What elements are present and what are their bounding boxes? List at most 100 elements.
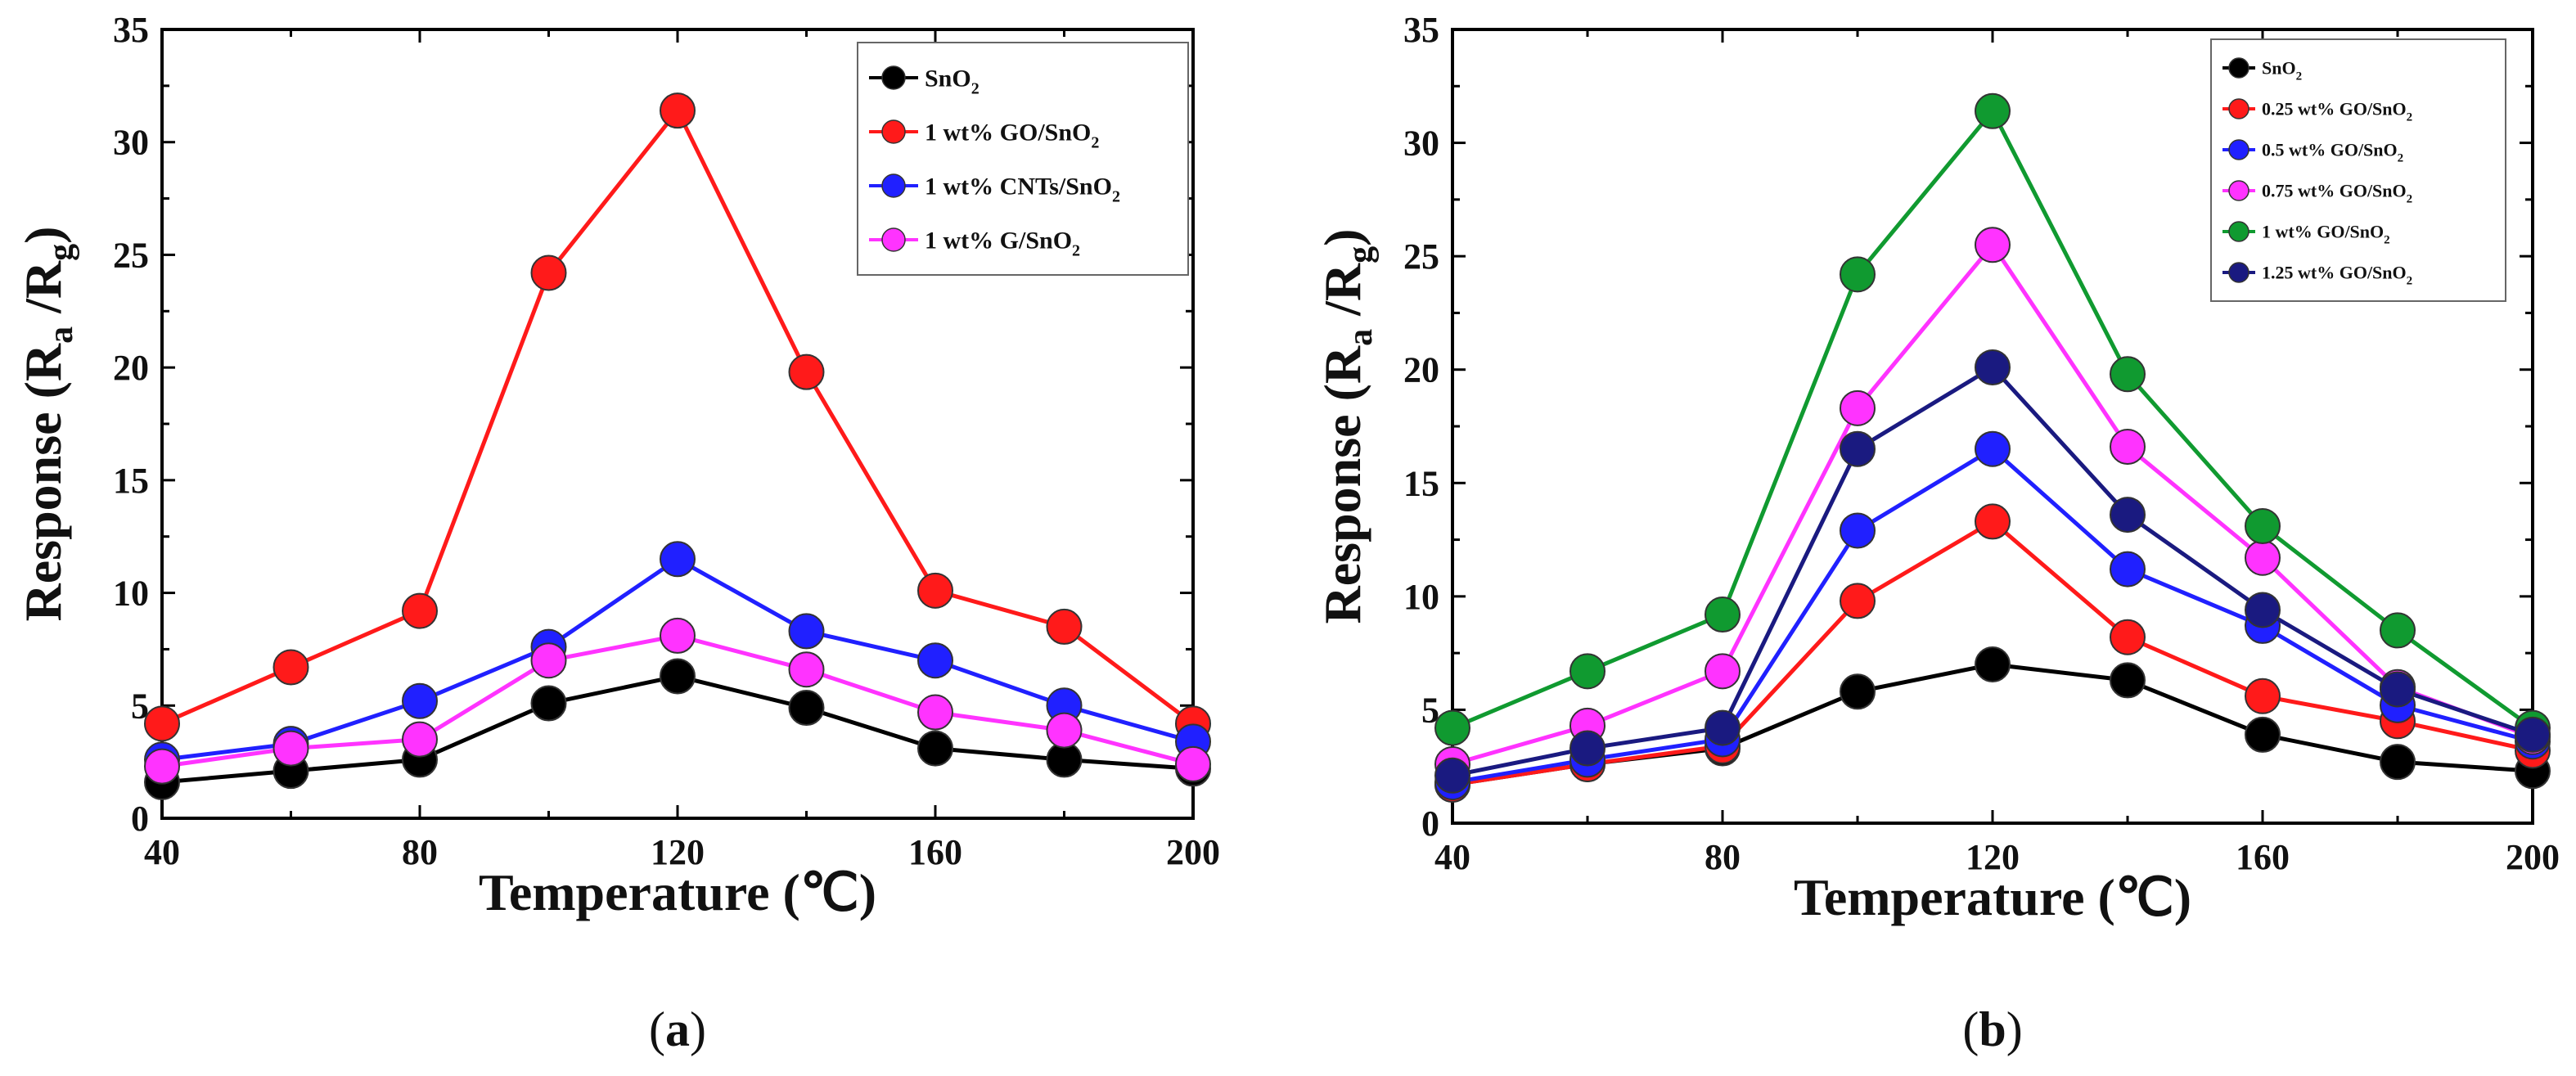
y-axis-title-subscript: g xyxy=(1342,246,1380,263)
y-tick-label: 35 xyxy=(113,10,149,50)
data-point xyxy=(2110,619,2146,655)
y-tick-label: 5 xyxy=(1421,690,1439,730)
data-point xyxy=(1705,653,1741,690)
x-axis-title: Temperature (℃) xyxy=(479,863,876,921)
legend-swatch-marker xyxy=(2228,262,2249,283)
data-point xyxy=(2245,539,2281,576)
data-point xyxy=(917,572,953,609)
legend-label-text: 0.5 wt% GO/SnO xyxy=(2262,140,2398,160)
data-point xyxy=(1046,712,1083,749)
legend-label-subscript: 2 xyxy=(1112,188,1120,206)
x-tick-label: 200 xyxy=(1166,832,1220,872)
data-point xyxy=(1975,227,2011,263)
x-tick-label: 40 xyxy=(144,832,180,872)
data-point xyxy=(530,254,567,291)
legend-swatch-marker xyxy=(2228,221,2249,242)
legend-label: 1.25 wt% GO/SnO2 xyxy=(2262,263,2412,288)
data-point xyxy=(660,658,696,695)
legend-box xyxy=(2210,38,2506,302)
chart-panel-a: 40 80 120 160 200 0 5 10 15 20 25 30 35 Temperature (… xyxy=(14,10,1220,1056)
legend-label-text: 1 wt% GO/SnO xyxy=(2262,222,2384,242)
data-point xyxy=(788,651,825,688)
data-point xyxy=(1705,597,1741,633)
data-point xyxy=(2110,497,2146,533)
data-point xyxy=(1569,653,1605,690)
data-point xyxy=(1975,646,2011,682)
data-point xyxy=(1975,349,2011,385)
data-point xyxy=(1046,608,1083,645)
data-point xyxy=(1840,512,1876,549)
data-point xyxy=(272,649,309,686)
panel-label-paren: ( xyxy=(1962,1002,1979,1056)
panel-label-paren: ) xyxy=(2006,1002,2023,1056)
legend-label-subscript: 2 xyxy=(2407,274,2413,287)
legend-label-subscript: 2 xyxy=(2296,70,2303,83)
legend-label-text: 0.75 wt% GO/SnO xyxy=(2262,181,2407,201)
legend-label-text: SnO xyxy=(925,65,971,92)
legend-label-subscript: 2 xyxy=(1091,134,1099,152)
data-point xyxy=(530,685,567,722)
legend-label-subscript: 2 xyxy=(2407,110,2413,124)
data-point xyxy=(660,617,696,654)
legend-label: 0.25 wt% GO/SnO2 xyxy=(2262,99,2412,124)
data-point xyxy=(2380,671,2416,708)
legend-label: 1 wt% GO/SnO2 xyxy=(2262,222,2390,247)
data-point xyxy=(2110,551,2146,588)
y-tick-label: 30 xyxy=(1403,124,1439,164)
x-axis-title: Temperature (℃) xyxy=(1794,868,2191,926)
y-axis-title-part: /R xyxy=(14,260,72,326)
y-tick-label: 25 xyxy=(1403,236,1439,277)
legend-label-subscript: 2 xyxy=(2398,151,2404,164)
data-point xyxy=(660,541,696,578)
data-point xyxy=(2110,428,2146,465)
legend-label-text: 0.25 wt% GO/SnO xyxy=(2262,99,2407,119)
legend-label: SnO2 xyxy=(925,65,980,98)
data-point xyxy=(1569,730,1605,767)
data-point xyxy=(917,642,953,679)
y-tick-label: 10 xyxy=(1403,577,1439,617)
y-axis-title: Response (Ra /Rg) xyxy=(14,227,80,622)
x-tick-label: 120 xyxy=(651,832,705,872)
legend-swatch-marker xyxy=(881,65,906,90)
series-line xyxy=(1452,447,2533,785)
data-point xyxy=(1434,709,1470,746)
legend-swatch-marker xyxy=(2228,98,2249,119)
data-point xyxy=(1840,430,1876,467)
data-point xyxy=(530,642,567,679)
x-tick-label: 160 xyxy=(2236,837,2290,877)
x-tick-label: 160 xyxy=(908,832,962,872)
panel-label-paren: ( xyxy=(649,1002,665,1056)
y-tick-label: 15 xyxy=(113,461,149,501)
data-point xyxy=(144,748,180,785)
y-axis-title-subscript: a xyxy=(1342,329,1380,346)
data-point xyxy=(1975,503,2011,540)
data-point xyxy=(917,730,953,767)
x-tick-label: 40 xyxy=(1434,837,1470,877)
data-point xyxy=(1434,757,1470,794)
data-point xyxy=(2245,592,2281,628)
panel-label: (a) xyxy=(649,1002,706,1056)
legend-label-text: 1 wt% GO/SnO xyxy=(925,119,1091,146)
data-point xyxy=(2380,744,2416,781)
data-point xyxy=(2245,716,2281,753)
data-point xyxy=(2110,356,2146,393)
y-tick-label: 20 xyxy=(113,348,149,388)
data-point xyxy=(402,682,438,719)
legend-label: SnO2 xyxy=(2262,58,2302,83)
y-axis-title-subscript: a xyxy=(43,326,80,344)
y-tick-label: 0 xyxy=(131,799,149,839)
y-tick-label: 30 xyxy=(113,123,149,163)
panel-label-paren: ) xyxy=(690,1002,706,1056)
data-point xyxy=(144,705,180,742)
x-tick-label: 80 xyxy=(1705,837,1741,877)
y-axis-title: Response (Ra /Rg) xyxy=(1313,229,1380,624)
data-point xyxy=(1840,673,1876,710)
data-point xyxy=(1975,92,2011,129)
data-point xyxy=(1975,430,2011,467)
legend-label-subscript: 2 xyxy=(2384,233,2390,246)
data-point xyxy=(2380,612,2416,649)
data-point xyxy=(1840,583,1876,619)
panel-label: (b) xyxy=(1962,1002,2022,1056)
